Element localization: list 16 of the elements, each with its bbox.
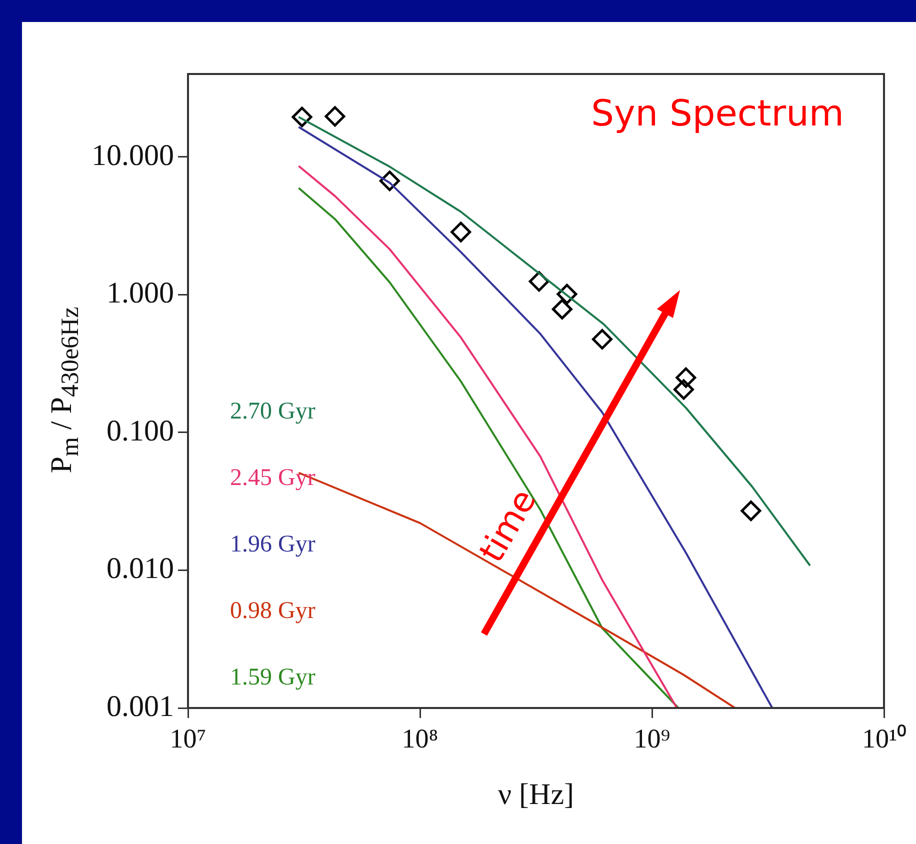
text: 1.59 Gyr <box>230 664 316 690</box>
x-tick-label: 10⁹ <box>634 723 670 754</box>
y-tick-label: 10.000 <box>92 138 174 172</box>
y-tick-label: 0.010 <box>106 552 174 586</box>
x-tick-label: 10⁷ <box>170 723 206 754</box>
y-tick-label: 1.000 <box>106 276 174 310</box>
text: 0.98 Gyr <box>230 598 316 624</box>
x-axis-title: ν [Hz] <box>498 778 574 811</box>
text: 2.45 Gyr <box>230 464 316 491</box>
x-tick-label: 10⁸ <box>402 723 438 754</box>
text: 2.70 Gyr <box>230 398 316 424</box>
text: 1.96 Gyr <box>230 531 316 558</box>
x-tick-label: 10¹⁰ <box>862 723 906 754</box>
text: Syn Spectrum <box>591 93 844 134</box>
y-tick-label: 0.100 <box>106 414 174 448</box>
y-tick-label: 0.001 <box>106 690 174 723</box>
